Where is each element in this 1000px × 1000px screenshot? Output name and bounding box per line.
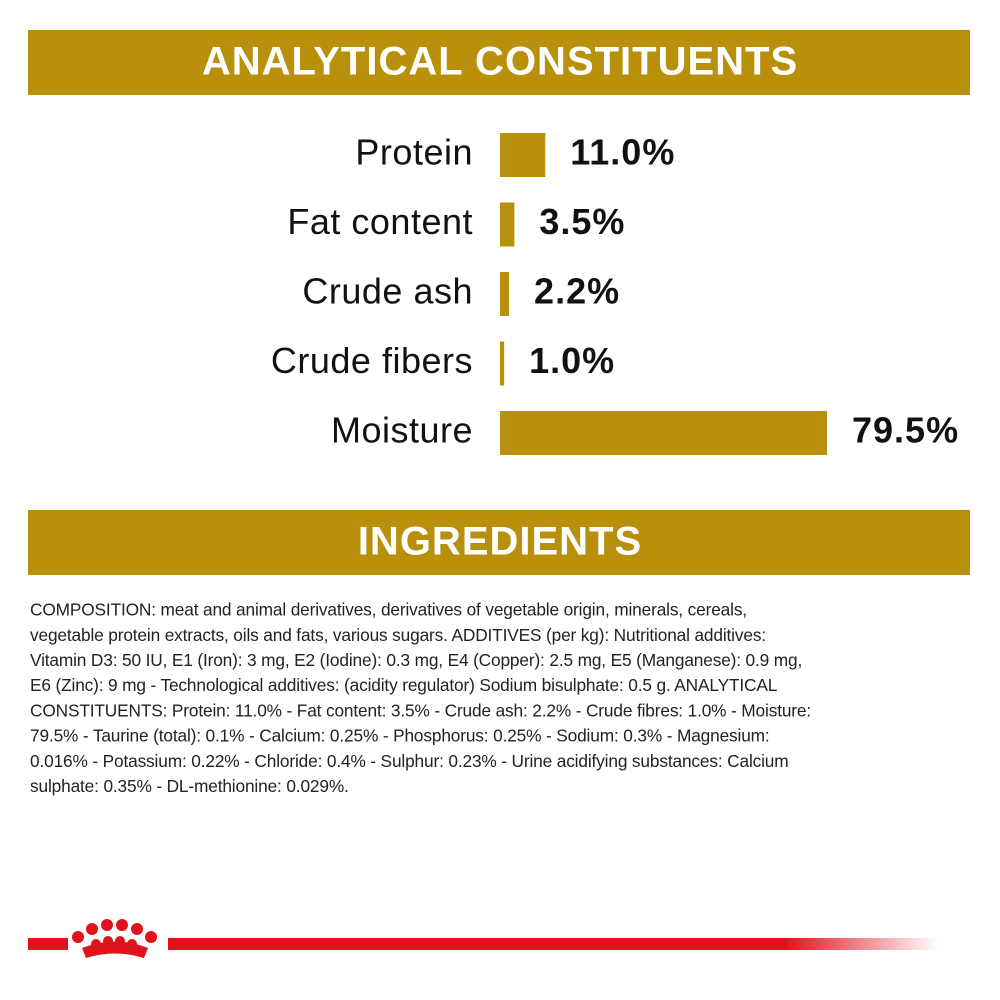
- value-label: 79.5%: [852, 410, 959, 451]
- logo: [28, 919, 938, 958]
- category-label: Protein: [355, 132, 473, 173]
- ingredients-title: INGREDIENTS: [358, 520, 642, 564]
- bar: [500, 411, 827, 455]
- value-label: 1.0%: [529, 340, 615, 381]
- section-header: [28, 30, 970, 95]
- bar: [500, 272, 510, 316]
- ingredients-line: E6 (Zinc): 9 mg - Technological additive…: [30, 675, 778, 695]
- ingredients-line: 79.5% - Taurine (total): 0.1% - Calcium:…: [30, 726, 770, 746]
- value-label: 2.2%: [534, 271, 620, 312]
- ingredients-line: vegetable protein extracts, oils and fat…: [30, 625, 766, 645]
- ingredients-line: sulphate: 0.35% - DL-methionine: 0.029%.: [30, 776, 349, 796]
- ingredients-line: COMPOSITION: meat and animal derivatives…: [30, 600, 747, 620]
- chart-title: ANALYTICAL CONSTITUENTS: [202, 40, 798, 84]
- bar: [500, 202, 515, 247]
- bar: [500, 133, 546, 177]
- category-label: Moisture: [331, 410, 473, 451]
- category-label: Fat content: [287, 201, 473, 242]
- ingredients-line: Vitamin D3: 50 IU, E1 (Iron): 3 mg, E2 (…: [30, 650, 802, 670]
- ingredients-line: 0.016% - Potassium: 0.22% - Chloride: 0.…: [30, 751, 789, 771]
- category-label: Crude fibers: [271, 340, 473, 381]
- category-label: Crude ash: [302, 271, 473, 312]
- value-label: 3.5%: [539, 201, 625, 242]
- ingredients-line: CONSTITUENTS: Protein: 11.0% - Fat conte…: [30, 700, 811, 720]
- section-header: [28, 510, 970, 575]
- value-label: 11.0%: [570, 132, 675, 173]
- ingredients-text: COMPOSITION: meat and animal derivatives…: [30, 600, 811, 796]
- bar: [500, 341, 505, 386]
